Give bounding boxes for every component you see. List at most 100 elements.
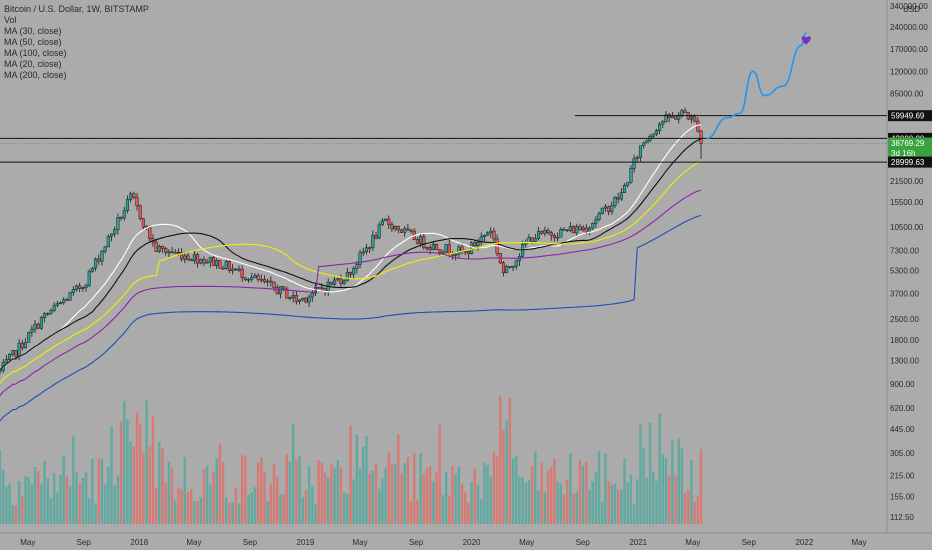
volume-bar: [1, 469, 5, 524]
candle: [603, 203, 607, 212]
candle: [259, 274, 263, 283]
volume-bar: [336, 460, 339, 524]
volume-bar: [342, 492, 346, 524]
volume-bar: [604, 453, 607, 524]
candle: [250, 273, 254, 283]
volume-bar: [27, 477, 30, 524]
candle-body: [160, 245, 165, 249]
horizontal-level-lines[interactable]: [0, 115, 887, 163]
volume-bar: [97, 458, 100, 524]
candle: [256, 273, 260, 283]
volume-bar: [384, 468, 387, 524]
volume-bar: [291, 423, 295, 524]
candle-body: [339, 278, 343, 284]
indicator-vol[interactable]: Vol: [4, 15, 17, 25]
candle: [132, 191, 136, 200]
time-axis[interactable]: May Sep 2018 May Sep 2019 May Sep 2020 May Sep 2021…: [20, 538, 866, 547]
candle: [170, 247, 174, 254]
candle: [49, 308, 53, 315]
volume-bar: [282, 494, 285, 524]
candle: [422, 233, 426, 250]
candle: [470, 241, 474, 255]
candle: [699, 130, 703, 159]
candle: [278, 286, 282, 299]
volume-bar: [696, 495, 700, 524]
candle-body: [30, 328, 34, 333]
candle-body: [234, 268, 238, 271]
volume-bar: [276, 476, 279, 524]
candle-body: [90, 267, 94, 272]
candle-body: [33, 323, 37, 330]
candle-body: [374, 235, 378, 239]
volume-bar: [645, 477, 649, 524]
projection-path[interactable]: [706, 31, 807, 140]
volume-bar: [655, 480, 658, 524]
candle-body: [600, 207, 604, 215]
ma-line-50: [0, 161, 702, 384]
volume-bar: [409, 501, 413, 524]
candle-body: [113, 229, 117, 235]
candle-body: [438, 249, 442, 253]
volume-bar: [581, 465, 585, 524]
volume-bar: [17, 481, 21, 524]
volume-bar: [56, 492, 59, 524]
volume-bar: [237, 503, 241, 524]
price-tick: 240000.00: [890, 23, 928, 32]
candle: [607, 205, 611, 216]
candle-body: [552, 235, 557, 238]
volume-bar: [177, 487, 180, 524]
volume-bar: [419, 453, 422, 524]
time-tick: 2021: [629, 538, 647, 547]
volume-bar: [428, 466, 432, 524]
candle-body: [36, 323, 40, 329]
candle-body: [565, 229, 569, 232]
volume-bar: [78, 483, 81, 524]
volume-bar: [330, 463, 333, 524]
candle-body: [97, 258, 101, 262]
volume-bar: [132, 446, 136, 524]
candle-body: [170, 251, 174, 254]
candle-body: [623, 184, 627, 193]
volume-bar: [441, 495, 445, 524]
candle: [549, 230, 553, 241]
candle: [307, 294, 311, 308]
volume-bar: [323, 472, 327, 524]
candle: [211, 256, 216, 266]
volume-bar: [5, 486, 8, 524]
volume-bar: [470, 482, 473, 524]
candle-body: [205, 261, 209, 264]
indicator-ma-100[interactable]: MA (100, close): [4, 48, 67, 58]
candle: [667, 112, 671, 123]
indicator-ma-30[interactable]: MA (30, close): [4, 26, 62, 36]
volume-bar: [196, 500, 199, 524]
candle: [262, 275, 267, 284]
candle-body: [368, 247, 372, 249]
candle-body: [266, 280, 270, 283]
volume-bar: [661, 454, 665, 524]
symbol-title[interactable]: Bitcoin / U.S. Dollar, 1W, BITSTAMP: [4, 4, 149, 14]
indicator-ma-50[interactable]: MA (50, close): [4, 37, 62, 47]
volume-bar: [349, 425, 352, 524]
indicator-ma-20[interactable]: MA (20, close): [4, 59, 62, 69]
projection-drawing[interactable]: [706, 31, 811, 140]
candle-body: [23, 342, 28, 349]
candle-body: [693, 116, 697, 122]
volume-bar: [521, 476, 524, 524]
candle-body: [699, 130, 703, 144]
candle-body: [364, 247, 369, 253]
indicator-ma-200[interactable]: MA (200, close): [4, 70, 67, 80]
candle-body: [485, 232, 490, 236]
volume-bar: [180, 489, 183, 524]
candle-body: [202, 259, 206, 264]
ma-line-30: [0, 138, 702, 371]
volume-bar: [674, 475, 677, 524]
candle: [654, 129, 658, 137]
volume-bar: [288, 461, 292, 524]
candle: [536, 226, 541, 241]
volume-bar: [352, 479, 355, 524]
candle: [431, 241, 435, 251]
volume-bar: [387, 451, 390, 524]
candle: [355, 261, 359, 274]
